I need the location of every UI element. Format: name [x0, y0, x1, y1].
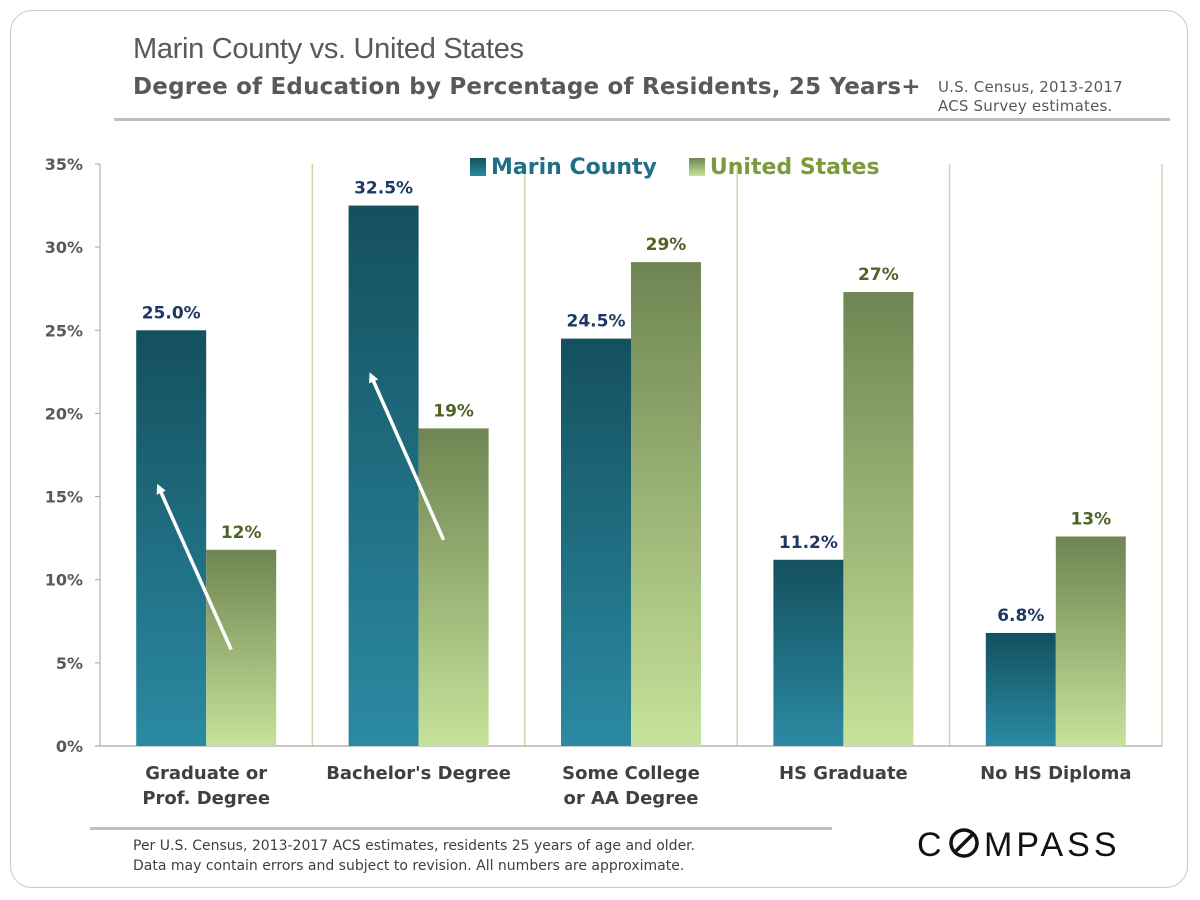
compass-logo: C MPASS — [917, 826, 1121, 864]
legend-swatch — [688, 158, 705, 176]
bar-marin-county — [773, 559, 844, 746]
bar-united-states — [843, 292, 914, 746]
footnote: Per U.S. Census, 2013-2017 ACS estimates… — [133, 836, 695, 876]
data-label-marin-county: 24.5% — [567, 312, 626, 332]
x-category-label: or AA Degree — [564, 788, 699, 809]
header-divider — [114, 118, 1170, 121]
legend-marin-county: Marin County — [470, 155, 657, 180]
x-category-label: Some College — [562, 763, 700, 784]
chart-subtitle: Degree of Education by Percentage of Res… — [133, 74, 921, 100]
y-tick-label: 0% — [56, 737, 83, 756]
x-category-label: Graduate or — [145, 763, 267, 784]
x-category-label: No HS Diploma — [980, 763, 1131, 784]
y-tick-label: 30% — [45, 238, 83, 257]
bar-marin-county — [985, 632, 1056, 746]
source-line-1: U.S. Census, 2013-2017 — [938, 78, 1123, 96]
chart-title: Marin County vs. United States — [133, 33, 524, 65]
bar-united-states — [1055, 536, 1126, 746]
y-tick-label: 5% — [56, 654, 83, 673]
chart-frame — [10, 10, 1188, 888]
up-arrow-icon — [369, 372, 446, 541]
data-label-marin-county: 6.8% — [997, 606, 1044, 626]
bar-marin-county — [561, 338, 631, 746]
data-label-marin-county: 11.2% — [779, 533, 838, 553]
x-category-label: Prof. Degree — [142, 788, 270, 809]
y-tick-label: 20% — [45, 404, 83, 423]
bar-marin-county — [348, 205, 419, 747]
y-tick-label: 15% — [45, 488, 83, 507]
footer-divider — [90, 827, 832, 830]
data-label-united-states: 27% — [858, 265, 899, 285]
legend-united-states: United States — [688, 154, 880, 180]
x-category-label: Bachelor's Degree — [326, 763, 511, 784]
y-tick-label: 35% — [45, 155, 83, 174]
logo-o-mark — [949, 828, 979, 858]
source-line-2: ACS Survey estimates. — [938, 97, 1113, 115]
chart-legend: Marin County United States — [470, 152, 880, 182]
bar-united-states — [631, 262, 701, 746]
data-label-marin-county: 32.5% — [354, 179, 413, 199]
data-label-united-states: 29% — [646, 235, 687, 255]
svg-text:C: C — [917, 826, 946, 864]
bar-marin-county — [136, 330, 207, 746]
footnote-line-2: Data may contain errors and subject to r… — [133, 858, 685, 874]
y-tick-label: 25% — [45, 321, 83, 340]
legend-label: Marin County — [491, 154, 657, 180]
legend-label: United States — [709, 154, 880, 180]
footnote-line-1: Per U.S. Census, 2013-2017 ACS estimates… — [133, 838, 696, 854]
bar-united-states — [206, 549, 277, 746]
x-category-label: HS Graduate — [779, 763, 908, 784]
data-label-marin-county: 25.0% — [142, 303, 201, 323]
svg-text:MPASS: MPASS — [984, 826, 1121, 864]
bar-united-states — [418, 428, 489, 746]
y-tick-label: 10% — [45, 571, 83, 590]
up-arrow-icon — [156, 483, 233, 651]
source-note: U.S. Census, 2013-2017 ACS Survey estima… — [938, 78, 1123, 116]
data-label-united-states: 12% — [221, 523, 262, 543]
data-label-united-states: 19% — [433, 401, 474, 421]
data-label-united-states: 13% — [1070, 509, 1111, 529]
legend-swatch — [470, 158, 486, 176]
